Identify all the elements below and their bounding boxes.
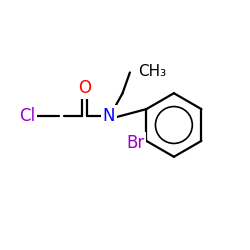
Text: Br: Br bbox=[126, 134, 144, 152]
Text: CH₃: CH₃ bbox=[138, 64, 166, 79]
Text: Cl: Cl bbox=[19, 108, 35, 126]
Text: O: O bbox=[78, 79, 91, 97]
Text: N: N bbox=[103, 108, 115, 126]
